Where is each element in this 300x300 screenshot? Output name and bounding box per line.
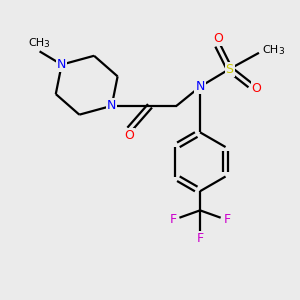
Text: F: F	[196, 232, 204, 245]
Text: N: N	[195, 80, 205, 93]
Text: S: S	[226, 62, 233, 76]
Text: CH: CH	[262, 45, 279, 55]
Text: CH: CH	[28, 38, 44, 48]
Text: 3: 3	[43, 40, 49, 50]
Text: F: F	[169, 213, 176, 226]
Text: O: O	[124, 129, 134, 142]
Text: 3: 3	[278, 47, 284, 56]
Text: O: O	[213, 32, 223, 46]
Text: F: F	[224, 213, 231, 226]
Text: N: N	[107, 99, 116, 112]
Text: O: O	[252, 82, 262, 95]
Text: N: N	[57, 58, 66, 71]
